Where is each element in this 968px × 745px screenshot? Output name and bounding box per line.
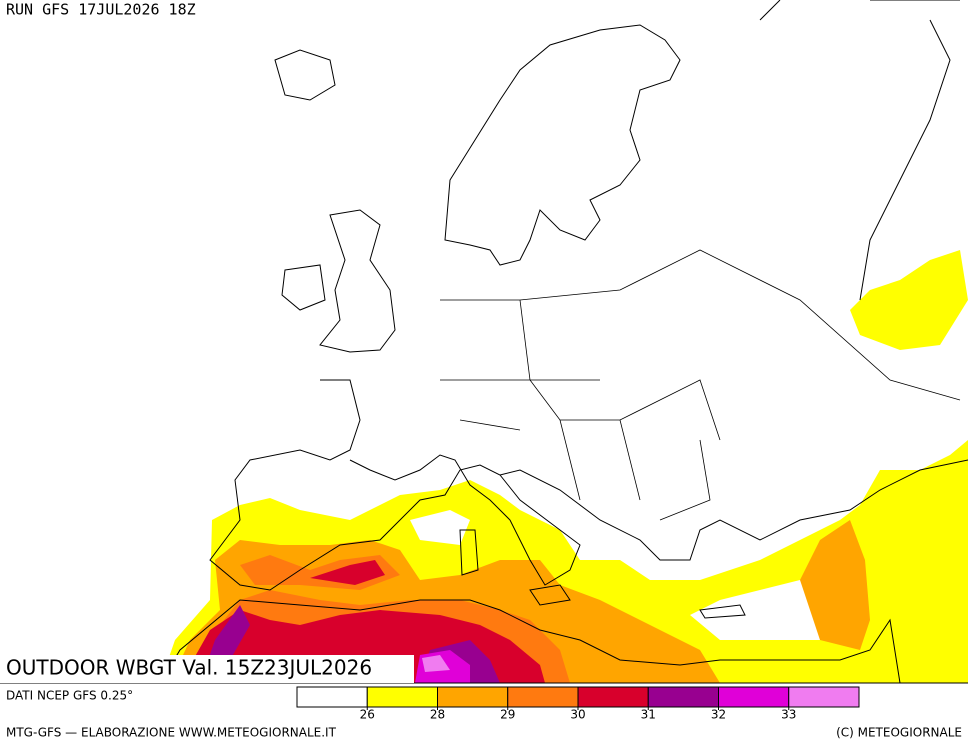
run-label: RUN GFS 17JUL2026 18Z [6, 1, 196, 19]
heat-area [422, 655, 450, 672]
heat-area [410, 510, 470, 545]
legend-tick-label: 30 [570, 708, 585, 722]
coastline [159, 599, 901, 684]
coastline [529, 584, 571, 606]
map-title: OUTDOOR WBGT Val. 15Z23JUL2026 [6, 656, 372, 680]
legend-swatch [507, 686, 579, 708]
credits-left: MTG-GFS — ELABORAZIONE WWW.METEOGIORNALE… [6, 726, 337, 740]
country-border [440, 249, 961, 521]
coastlines [0, 0, 968, 684]
coastline [274, 49, 336, 101]
coastline [209, 379, 581, 591]
legend-tick-label: 28 [430, 708, 445, 722]
coastline [499, 459, 968, 561]
title-box [0, 655, 414, 683]
legend-tick-label: 26 [360, 708, 375, 722]
coastline [459, 529, 479, 576]
data-source: DATI NCEP GFS 0.25° [6, 689, 133, 703]
heat-area [850, 250, 968, 350]
legend-swatch [788, 686, 860, 708]
coastline [444, 24, 681, 266]
legend-tick-label: 29 [500, 708, 515, 722]
legend-swatch [718, 686, 790, 708]
legend-tick-label: 33 [781, 708, 796, 722]
coastline [759, 0, 960, 301]
heat-field [160, 250, 968, 683]
legend-swatch [437, 686, 509, 708]
legend-swatch [647, 686, 719, 708]
credits-right: (C) METEOGIORNALE [836, 726, 962, 740]
coastline [319, 209, 396, 353]
heat-area [310, 560, 385, 585]
legend-swatch [577, 686, 649, 708]
legend-tick-label: 31 [641, 708, 656, 722]
color-legend: 26 28 29 30 31 32 33 [296, 686, 860, 722]
heat-area [800, 520, 870, 650]
legend-tick-label: 32 [711, 708, 726, 722]
coastline [699, 604, 746, 619]
coastline [281, 264, 326, 311]
legend-swatch [366, 686, 438, 708]
legend-swatch [296, 686, 368, 708]
